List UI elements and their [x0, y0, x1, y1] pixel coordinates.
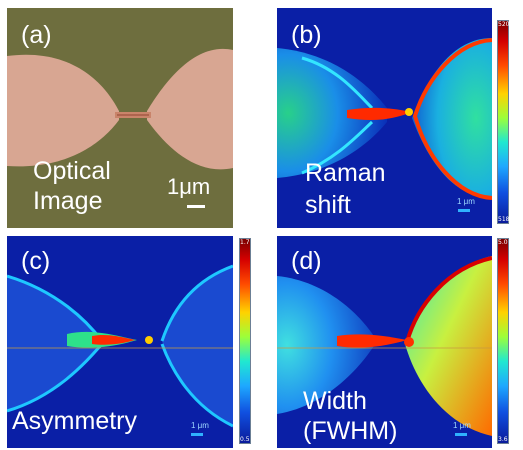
panel-a-letter: (a)	[21, 21, 52, 49]
panel-c-colorbar: 1.7 0.5	[239, 238, 251, 444]
width-fwhm-map	[277, 236, 492, 448]
panel-b-caption-line2: shift	[305, 191, 351, 219]
colorbar-min-label: 3.6	[498, 436, 508, 443]
panel-d-letter: (d)	[291, 247, 322, 275]
panel-c-letter: (c)	[21, 247, 51, 275]
panel-asymmetry: (c) Asymmetry 1 μm 1.7 0.5	[7, 236, 265, 448]
panel-d-colorbar: 5.0 3.6	[497, 238, 509, 444]
panel-b-scale-label: 1 μm	[457, 197, 475, 206]
optical-image-graphic	[7, 8, 233, 228]
colorbar-min-label: 0.5	[240, 436, 250, 443]
asymmetry-map	[7, 236, 233, 448]
colorbar-min-label: 518.3	[498, 216, 516, 223]
raman-shift-map	[277, 8, 492, 228]
panel-d-caption-line1: Width	[303, 387, 367, 415]
panel-b-caption-line1: Raman	[305, 159, 386, 187]
colorbar-max-label: 520.3	[498, 21, 516, 28]
colorbar-max-label: 5.0	[498, 239, 508, 246]
panel-optical-image: (a) Optical Image 1μm	[7, 8, 233, 228]
panel-raman-shift: (b) Raman shift 1 μm 520.3 518.3	[277, 8, 517, 228]
panel-b-letter: (b)	[291, 21, 322, 49]
panel-c-scale-label: 1 μm	[191, 421, 209, 430]
panel-a-caption-line2: Image	[33, 187, 103, 215]
colorbar-gradient	[497, 20, 509, 224]
panel-c-caption: Asymmetry	[12, 407, 137, 435]
panel-d-caption-line2: (FWHM)	[303, 417, 398, 445]
colorbar-gradient	[497, 238, 509, 444]
colorbar-gradient	[239, 238, 251, 444]
colorbar-max-label: 1.7	[240, 239, 250, 246]
panel-width-fwhm: (d) Width (FWHM) 1 μm 5.0 3.6	[277, 236, 517, 448]
panel-b-colorbar: 520.3 518.3	[497, 20, 515, 224]
panel-a-caption-line1: Optical	[33, 157, 111, 185]
panel-a-scale-label: 1μm	[167, 174, 211, 199]
panel-d-scale-label: 1 μm	[453, 421, 471, 430]
